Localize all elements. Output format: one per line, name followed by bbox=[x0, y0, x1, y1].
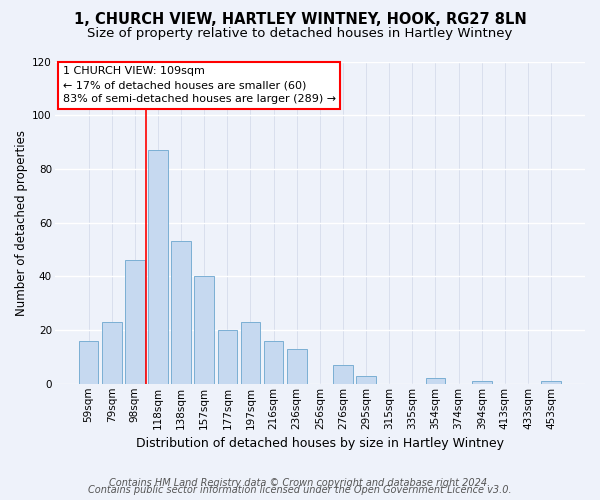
Bar bbox=[287, 349, 307, 384]
Text: Size of property relative to detached houses in Hartley Wintney: Size of property relative to detached ho… bbox=[88, 28, 512, 40]
Bar bbox=[541, 381, 561, 384]
X-axis label: Distribution of detached houses by size in Hartley Wintney: Distribution of detached houses by size … bbox=[136, 437, 504, 450]
Bar bbox=[125, 260, 145, 384]
Bar bbox=[333, 365, 353, 384]
Bar bbox=[171, 242, 191, 384]
Text: 1, CHURCH VIEW, HARTLEY WINTNEY, HOOK, RG27 8LN: 1, CHURCH VIEW, HARTLEY WINTNEY, HOOK, R… bbox=[74, 12, 526, 28]
Bar bbox=[264, 341, 283, 384]
Bar bbox=[472, 381, 491, 384]
Bar bbox=[356, 376, 376, 384]
Bar bbox=[148, 150, 168, 384]
Text: Contains HM Land Registry data © Crown copyright and database right 2024.: Contains HM Land Registry data © Crown c… bbox=[109, 478, 491, 488]
Bar bbox=[241, 322, 260, 384]
Text: Contains public sector information licensed under the Open Government Licence v3: Contains public sector information licen… bbox=[88, 485, 512, 495]
Bar bbox=[425, 378, 445, 384]
Bar bbox=[79, 341, 98, 384]
Y-axis label: Number of detached properties: Number of detached properties bbox=[15, 130, 28, 316]
Text: 1 CHURCH VIEW: 109sqm
← 17% of detached houses are smaller (60)
83% of semi-deta: 1 CHURCH VIEW: 109sqm ← 17% of detached … bbox=[62, 66, 336, 104]
Bar bbox=[218, 330, 237, 384]
Bar bbox=[194, 276, 214, 384]
Bar bbox=[102, 322, 122, 384]
